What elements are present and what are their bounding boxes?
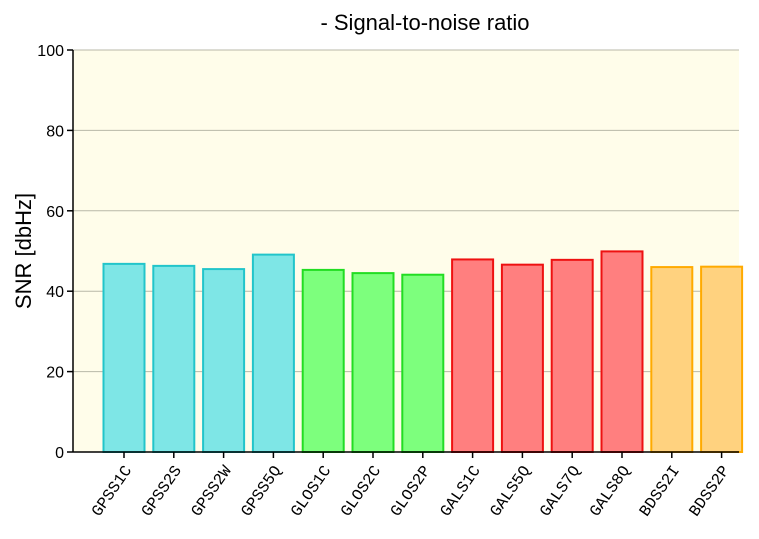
x-tick-label: GALS5Q	[487, 463, 535, 521]
y-tick-label: 60	[46, 204, 64, 221]
bar-gpss2w	[202, 268, 246, 453]
bar-glos2c	[351, 272, 395, 453]
bar-gpss2s	[152, 264, 196, 453]
y-tick-label: 40	[46, 284, 64, 301]
x-tick-label: GALS7Q	[537, 463, 585, 521]
x-tick-label: GALS1C	[437, 463, 485, 521]
chart-title: - Signal-to-noise ratio	[320, 10, 529, 35]
x-tick-label: GLOS2P	[387, 463, 435, 521]
x-tick-label: GPSS2W	[188, 462, 236, 520]
y-tick-label: 20	[46, 365, 64, 382]
bar-gpss5q	[251, 253, 295, 453]
bar-glos2p	[401, 273, 445, 453]
bars	[102, 250, 744, 454]
bar-gals5q	[500, 263, 544, 453]
bar-gals8q	[600, 250, 644, 453]
y-tick-label: 80	[46, 123, 64, 140]
axes	[67, 49, 739, 458]
bar-bdss2p	[700, 265, 744, 454]
x-tick-label: GPSS1C	[88, 463, 136, 521]
y-tick-labels: 0 20 40 60 80 100	[37, 43, 64, 462]
x-tick-label: GPSS2S	[138, 463, 186, 521]
y-tick-label: 0	[55, 445, 64, 462]
x-tick-label: GALS8Q	[586, 463, 634, 521]
x-tick-label: GLOS2C	[337, 463, 385, 521]
x-tick-labels: GPSS1C GPSS2S GPSS2W GPSS5Q GLOS1C GLOS2C GLOS…	[88, 462, 733, 520]
x-tick-label: BDSS2P	[686, 463, 734, 521]
x-tick-label: BDSS2I	[636, 463, 684, 521]
x-tick-label: GLOS1C	[288, 463, 336, 521]
bar-gals7q	[550, 258, 594, 453]
bar-gpss1c	[102, 262, 146, 454]
bar-bdss2i	[650, 266, 694, 453]
bar-gals1c	[451, 258, 495, 453]
y-tick-label: 100	[37, 43, 64, 60]
x-tick-label: GPSS5Q	[238, 463, 286, 521]
bar-glos1c	[301, 268, 345, 454]
y-axis-label: SNR [dbHz]	[11, 193, 36, 309]
